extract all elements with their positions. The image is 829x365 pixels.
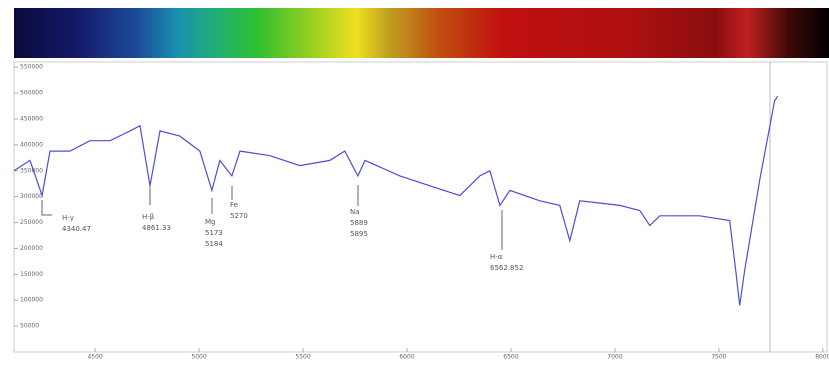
x-tick-label: 5000 (191, 354, 206, 361)
y-tick-label: 350000 (20, 167, 43, 174)
y-tick-label: 50000 (20, 323, 39, 330)
spectrum-strip (14, 8, 829, 58)
annotation-name: Mg (205, 218, 215, 226)
y-tick-label: 300000 (20, 193, 43, 200)
annotation-wavelength: 5270 (230, 212, 248, 220)
line-markers (41, 185, 503, 250)
x-tick-label: 6000 (399, 354, 414, 361)
y-tick-label: 400000 (20, 141, 43, 148)
annotation-wavelength: 5184 (205, 240, 223, 248)
annotation-wavelength: 4861.33 (142, 224, 171, 232)
annotation-name: H-β (142, 213, 154, 221)
annotation-name: H-α (490, 253, 503, 261)
plot-frame (13, 61, 828, 353)
x-tick-label: 5500 (295, 354, 310, 361)
y-tick-label: 450000 (20, 115, 43, 122)
annotation-wavelength: 6562.852 (490, 264, 523, 272)
spectrum-line (13, 95, 779, 306)
annotation-wavelength: 5889 (350, 219, 368, 227)
x-tick-label: 7500 (711, 354, 726, 361)
y-tick-label: 250000 (20, 219, 43, 226)
annotation-name: Na (350, 208, 360, 216)
annotation-wavelength: 4340.47 (62, 225, 91, 233)
x-tick-label: 4500 (87, 354, 102, 361)
y-tick-label: 100000 (20, 297, 43, 304)
annotation-name: Fe (230, 201, 238, 209)
x-tick-label: 7000 (607, 354, 622, 361)
x-tick-label: 8000 (815, 354, 829, 361)
y-tick-label: 500000 (20, 90, 43, 97)
annotation-wavelength: 5173 (205, 229, 223, 237)
y-tick-label: 550000 (20, 64, 43, 71)
y-tick-label: 150000 (20, 271, 43, 278)
annotation-wavelength: 5895 (350, 230, 368, 238)
annotation-name: H-γ (62, 214, 74, 222)
y-tick-label: 200000 (20, 245, 43, 252)
x-tick-label: 6500 (503, 354, 518, 361)
